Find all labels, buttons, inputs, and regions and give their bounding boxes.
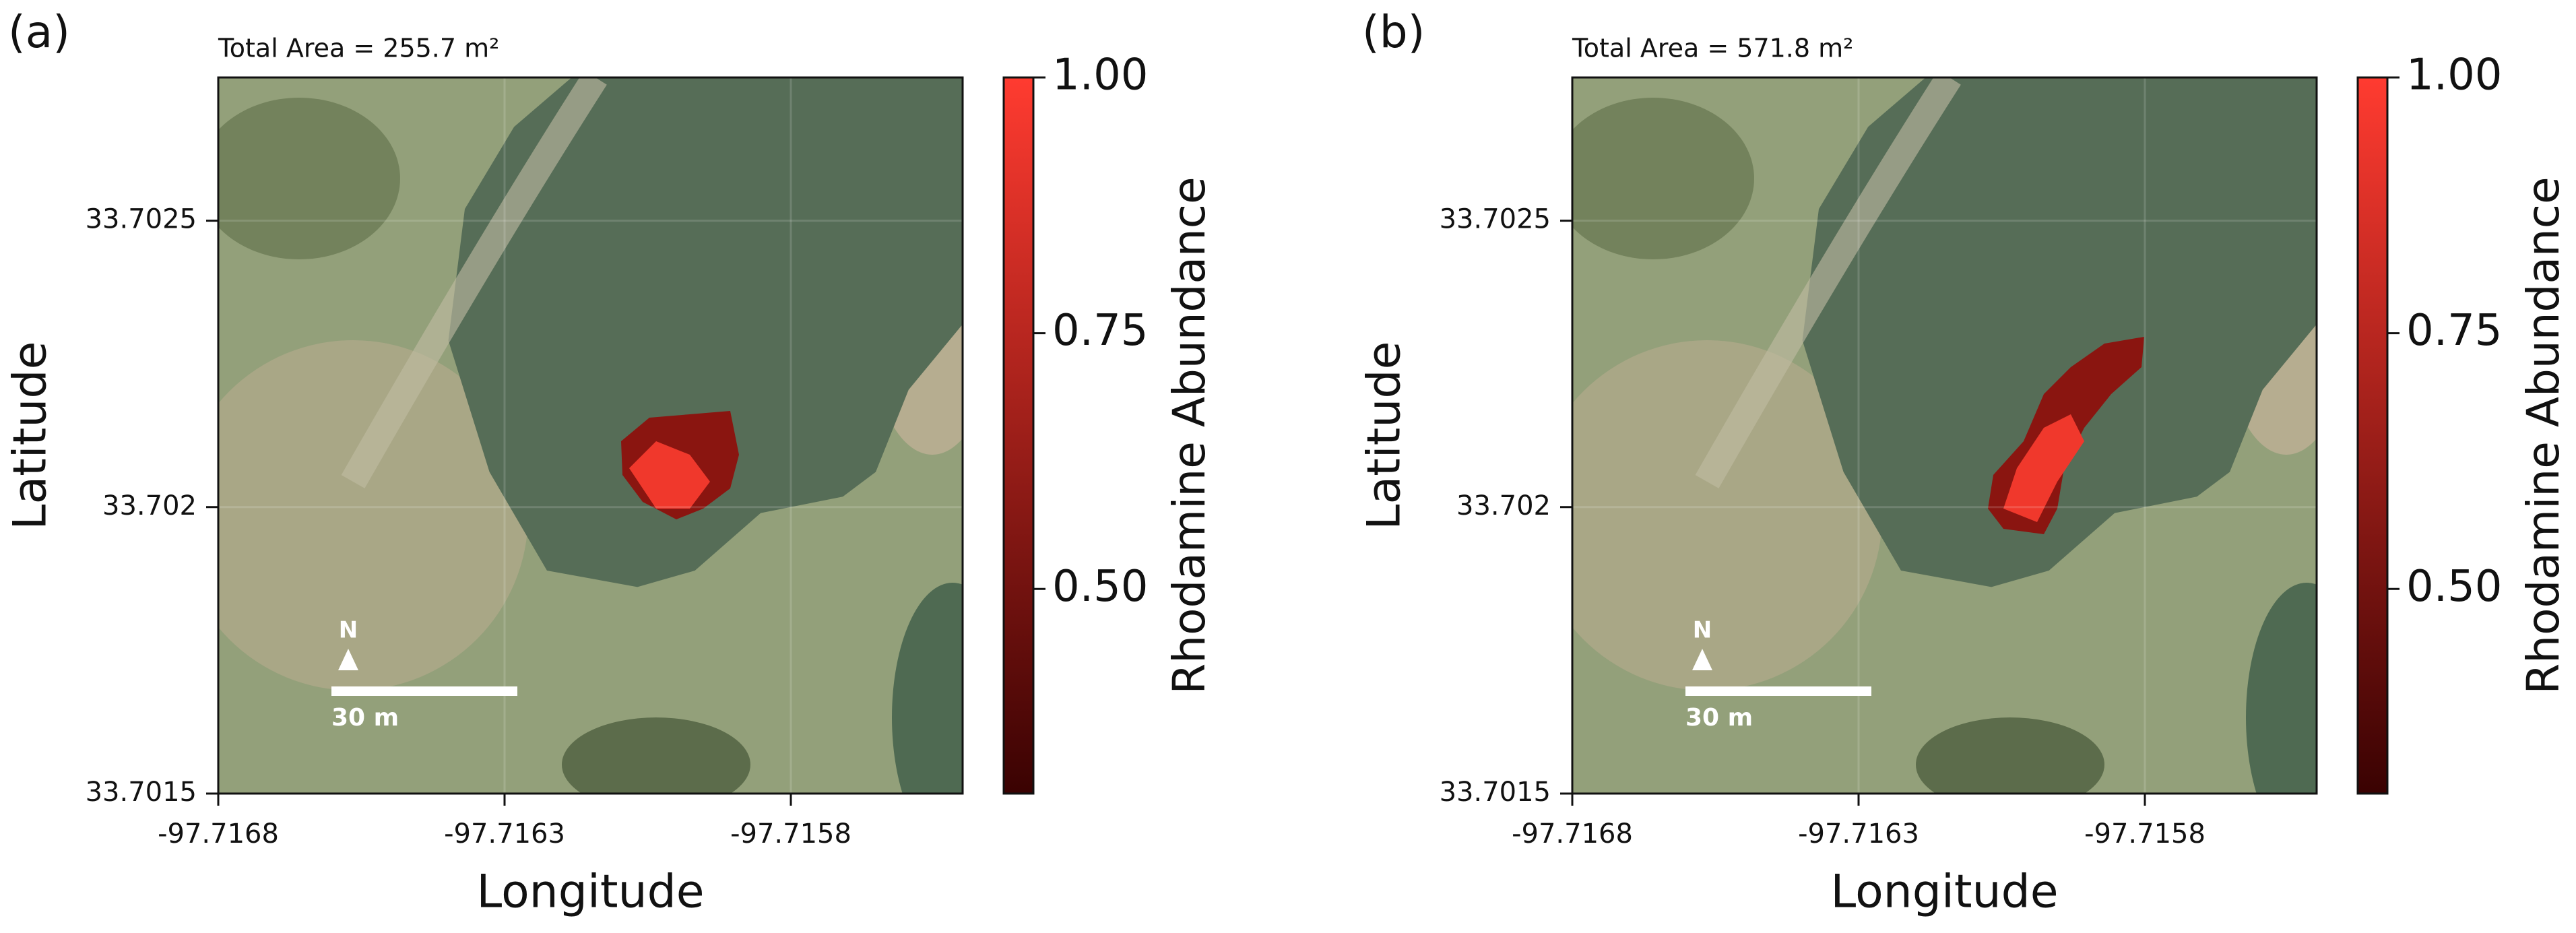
trees: [562, 717, 750, 794]
north-arrow: [338, 649, 358, 670]
scale-bar: [1685, 686, 1871, 696]
lake: [448, 77, 963, 587]
y-axis-label: Latitude: [1358, 342, 1411, 530]
pond: [2246, 583, 2317, 794]
track: [1695, 77, 1961, 488]
trees: [1572, 98, 1754, 259]
pond: [892, 583, 963, 794]
colorbar-tick-label: 0.50: [2406, 562, 2503, 612]
scale-bar: [331, 686, 517, 696]
colorbar-tick-label: 0.50: [1052, 562, 1149, 612]
bare-soil: [218, 340, 528, 690]
trees: [218, 98, 400, 259]
x-tick-label: -97.7163: [1798, 818, 1919, 849]
lake: [1802, 77, 2317, 587]
trees: [1916, 717, 2104, 794]
colorbar: [1002, 76, 1035, 795]
y-tick-label: 33.702: [102, 490, 197, 521]
annotation: Total Area = 571.8 m²: [1572, 34, 1853, 63]
north-arrow: [1692, 649, 1712, 670]
scale-bar-label: 30 m: [1685, 704, 1753, 732]
x-tick-label: -97.7163: [444, 818, 565, 849]
colorbar: [2356, 76, 2389, 795]
panel-label: (b): [1362, 6, 1425, 58]
x-tick-label: -97.7158: [730, 818, 851, 849]
north-label: N: [1693, 617, 1712, 644]
y-tick-label: 33.7025: [1440, 204, 1551, 235]
map-panel: -97.7168 -97.7163 -97.7158 33.7015 33.702 33.…: [1358, 6, 2570, 919]
panel-label: (a): [8, 6, 70, 58]
dye-plume-core: [2003, 414, 2084, 522]
map-image: [1572, 77, 2317, 794]
colorbar-tick-label: 0.75: [1052, 306, 1149, 356]
colorbar-tick-label: 0.75: [2406, 306, 2503, 356]
y-axis-label: Latitude: [4, 342, 57, 530]
axes-frame: [1571, 76, 2318, 795]
scale-bar-label: 30 m: [331, 704, 399, 732]
colorbar-tick-label: 1.00: [2406, 51, 2503, 100]
annotation: Total Area = 255.7 m²: [218, 34, 499, 63]
y-tick-label: 33.7015: [1440, 777, 1551, 808]
x-axis-label: Longitude: [476, 866, 704, 919]
y-tick-label: 33.7025: [86, 204, 197, 235]
x-tick-label: -97.7158: [2084, 818, 2205, 849]
map-image: [218, 77, 963, 794]
axes-frame: [217, 76, 964, 795]
track: [341, 77, 607, 488]
colorbar-label: Rhodamine Abundance: [2517, 176, 2569, 694]
y-tick-label: 33.702: [1456, 490, 1551, 521]
north-label: N: [339, 617, 358, 644]
colorbar-label: Rhodamine Abundance: [1163, 176, 1215, 694]
y-tick-label: 33.7015: [86, 777, 197, 808]
map-panel: -97.7168 -97.7163 -97.7158 33.7015 33.702 33.…: [4, 6, 1216, 919]
x-tick-label: -97.7168: [158, 818, 279, 849]
x-axis-label: Longitude: [1830, 866, 2058, 919]
colorbar-tick-label: 1.00: [1052, 51, 1149, 100]
dye-plume-core: [629, 441, 710, 509]
bare-soil: [1572, 340, 1882, 690]
x-tick-label: -97.7168: [1512, 818, 1633, 849]
